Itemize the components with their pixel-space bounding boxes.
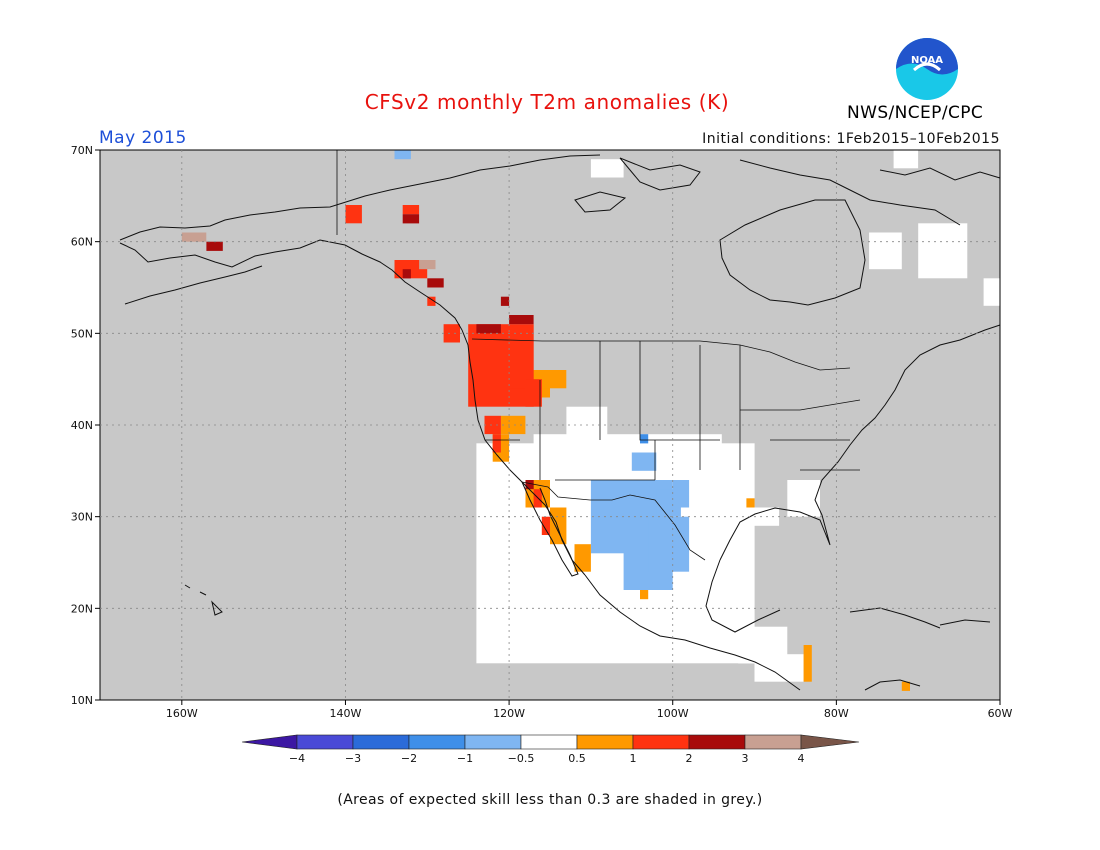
svg-text:NOAA: NOAA bbox=[911, 55, 943, 66]
colorbar-label: 4 bbox=[798, 752, 805, 765]
colorbar-swatch bbox=[520, 734, 578, 750]
agency-label: NWS/NCEP/CPC bbox=[847, 103, 984, 123]
political-borders bbox=[336, 150, 861, 561]
anomaly-cell bbox=[206, 241, 223, 251]
colorbar-swatch bbox=[352, 734, 410, 750]
lat-label: 50N bbox=[71, 327, 93, 340]
anomaly-cell bbox=[484, 415, 501, 435]
anomaly-cell bbox=[394, 150, 411, 160]
anomaly-cell bbox=[893, 150, 919, 169]
anomaly-cell bbox=[640, 590, 649, 600]
lat-label: 10N bbox=[71, 694, 93, 707]
colorbar-swatch bbox=[688, 734, 746, 750]
colorbar-label: 0.5 bbox=[568, 752, 586, 765]
longitude-labels: 160W 140W 120W 100W 80W 60W bbox=[166, 700, 1013, 720]
anomaly-cell bbox=[492, 434, 501, 453]
graticule bbox=[100, 150, 1000, 700]
anomaly-cell bbox=[550, 507, 567, 545]
colorbar-label: −1 bbox=[457, 752, 473, 765]
anomaly-cell bbox=[631, 452, 657, 471]
anomaly-cell bbox=[525, 480, 534, 490]
lon-label: 160W bbox=[166, 707, 198, 720]
colorbar-swatch bbox=[296, 734, 354, 750]
anomaly-cell bbox=[402, 205, 420, 215]
anomaly-cell bbox=[738, 507, 780, 526]
anomaly-cell bbox=[983, 278, 1009, 306]
anomaly-cell bbox=[525, 379, 542, 407]
anomaly-cell bbox=[754, 654, 804, 682]
lat-label: 20N bbox=[71, 602, 93, 615]
anomaly-cell bbox=[427, 296, 436, 306]
anomaly-cell bbox=[402, 214, 420, 224]
colorbar-swatch bbox=[744, 734, 802, 750]
colorbar-label: 1 bbox=[630, 752, 637, 765]
lon-label: 80W bbox=[824, 707, 849, 720]
colorbar-swatch bbox=[576, 734, 634, 750]
colorbar-label: 2 bbox=[686, 752, 693, 765]
lat-label: 70N bbox=[71, 144, 93, 157]
anomaly-cell bbox=[509, 315, 534, 325]
coastlines bbox=[119, 154, 1001, 691]
anomaly-cell bbox=[648, 516, 690, 572]
colorbar-label: −2 bbox=[401, 752, 417, 765]
lon-label: 120W bbox=[493, 707, 525, 720]
skill-note: (Areas of expected skill less than 0.3 a… bbox=[337, 792, 763, 808]
anomaly-cell bbox=[746, 498, 755, 508]
anomaly-cell bbox=[345, 205, 362, 224]
anomaly-cell bbox=[419, 260, 436, 270]
initial-conditions: Initial conditions: 1Feb2015–10Feb2015 bbox=[702, 131, 1000, 147]
colorbar-label: −0.5 bbox=[508, 752, 535, 765]
anomaly-cell bbox=[500, 415, 526, 435]
colorbar-swatch bbox=[632, 734, 690, 750]
colorbar: −4 −3 −2 −1 −0.5 0.5 1 2 3 4 bbox=[241, 734, 860, 765]
lat-label: 60N bbox=[71, 236, 93, 249]
lon-label: 60W bbox=[988, 707, 1013, 720]
anomaly-cell bbox=[640, 434, 649, 444]
anomaly-cell bbox=[901, 681, 910, 691]
anomaly-cell bbox=[541, 370, 567, 389]
chart-title: CFSv2 monthly T2m anomalies (K) bbox=[364, 90, 730, 114]
anomaly-cell bbox=[476, 324, 501, 334]
anomaly-cell bbox=[574, 544, 591, 572]
anomaly-cell bbox=[509, 333, 526, 389]
lat-label: 30N bbox=[71, 511, 93, 524]
anomaly-cell bbox=[869, 232, 902, 270]
colorbar-swatch bbox=[464, 734, 522, 750]
anomaly-cell bbox=[443, 324, 460, 343]
noaa-logo: NOAA bbox=[896, 38, 958, 100]
anomaly-cell bbox=[402, 269, 411, 279]
forecast-month: May 2015 bbox=[99, 128, 187, 148]
anomaly-cell bbox=[590, 159, 624, 178]
colorbar-label: −4 bbox=[289, 752, 305, 765]
colorbar-label: −3 bbox=[345, 752, 361, 765]
anomaly-cell bbox=[181, 232, 207, 242]
latitude-labels: 70N 60N 50N 40N 30N 20N 10N bbox=[71, 144, 100, 707]
lat-label: 40N bbox=[71, 419, 93, 432]
anomaly-cell bbox=[918, 223, 968, 279]
colorbar-high-arrow bbox=[800, 734, 860, 750]
colorbar-label: 3 bbox=[742, 752, 749, 765]
anomaly-cell bbox=[500, 296, 510, 306]
lon-label: 140W bbox=[330, 707, 362, 720]
anomaly-cell bbox=[427, 278, 444, 288]
anomaly-cell bbox=[541, 516, 550, 535]
anomaly-cell bbox=[803, 645, 812, 682]
lon-label: 100W bbox=[657, 707, 689, 720]
anomaly-cell bbox=[672, 480, 690, 508]
colorbar-swatch bbox=[408, 734, 466, 750]
colorbar-low-arrow bbox=[241, 734, 298, 750]
anomaly-cell bbox=[394, 260, 428, 279]
